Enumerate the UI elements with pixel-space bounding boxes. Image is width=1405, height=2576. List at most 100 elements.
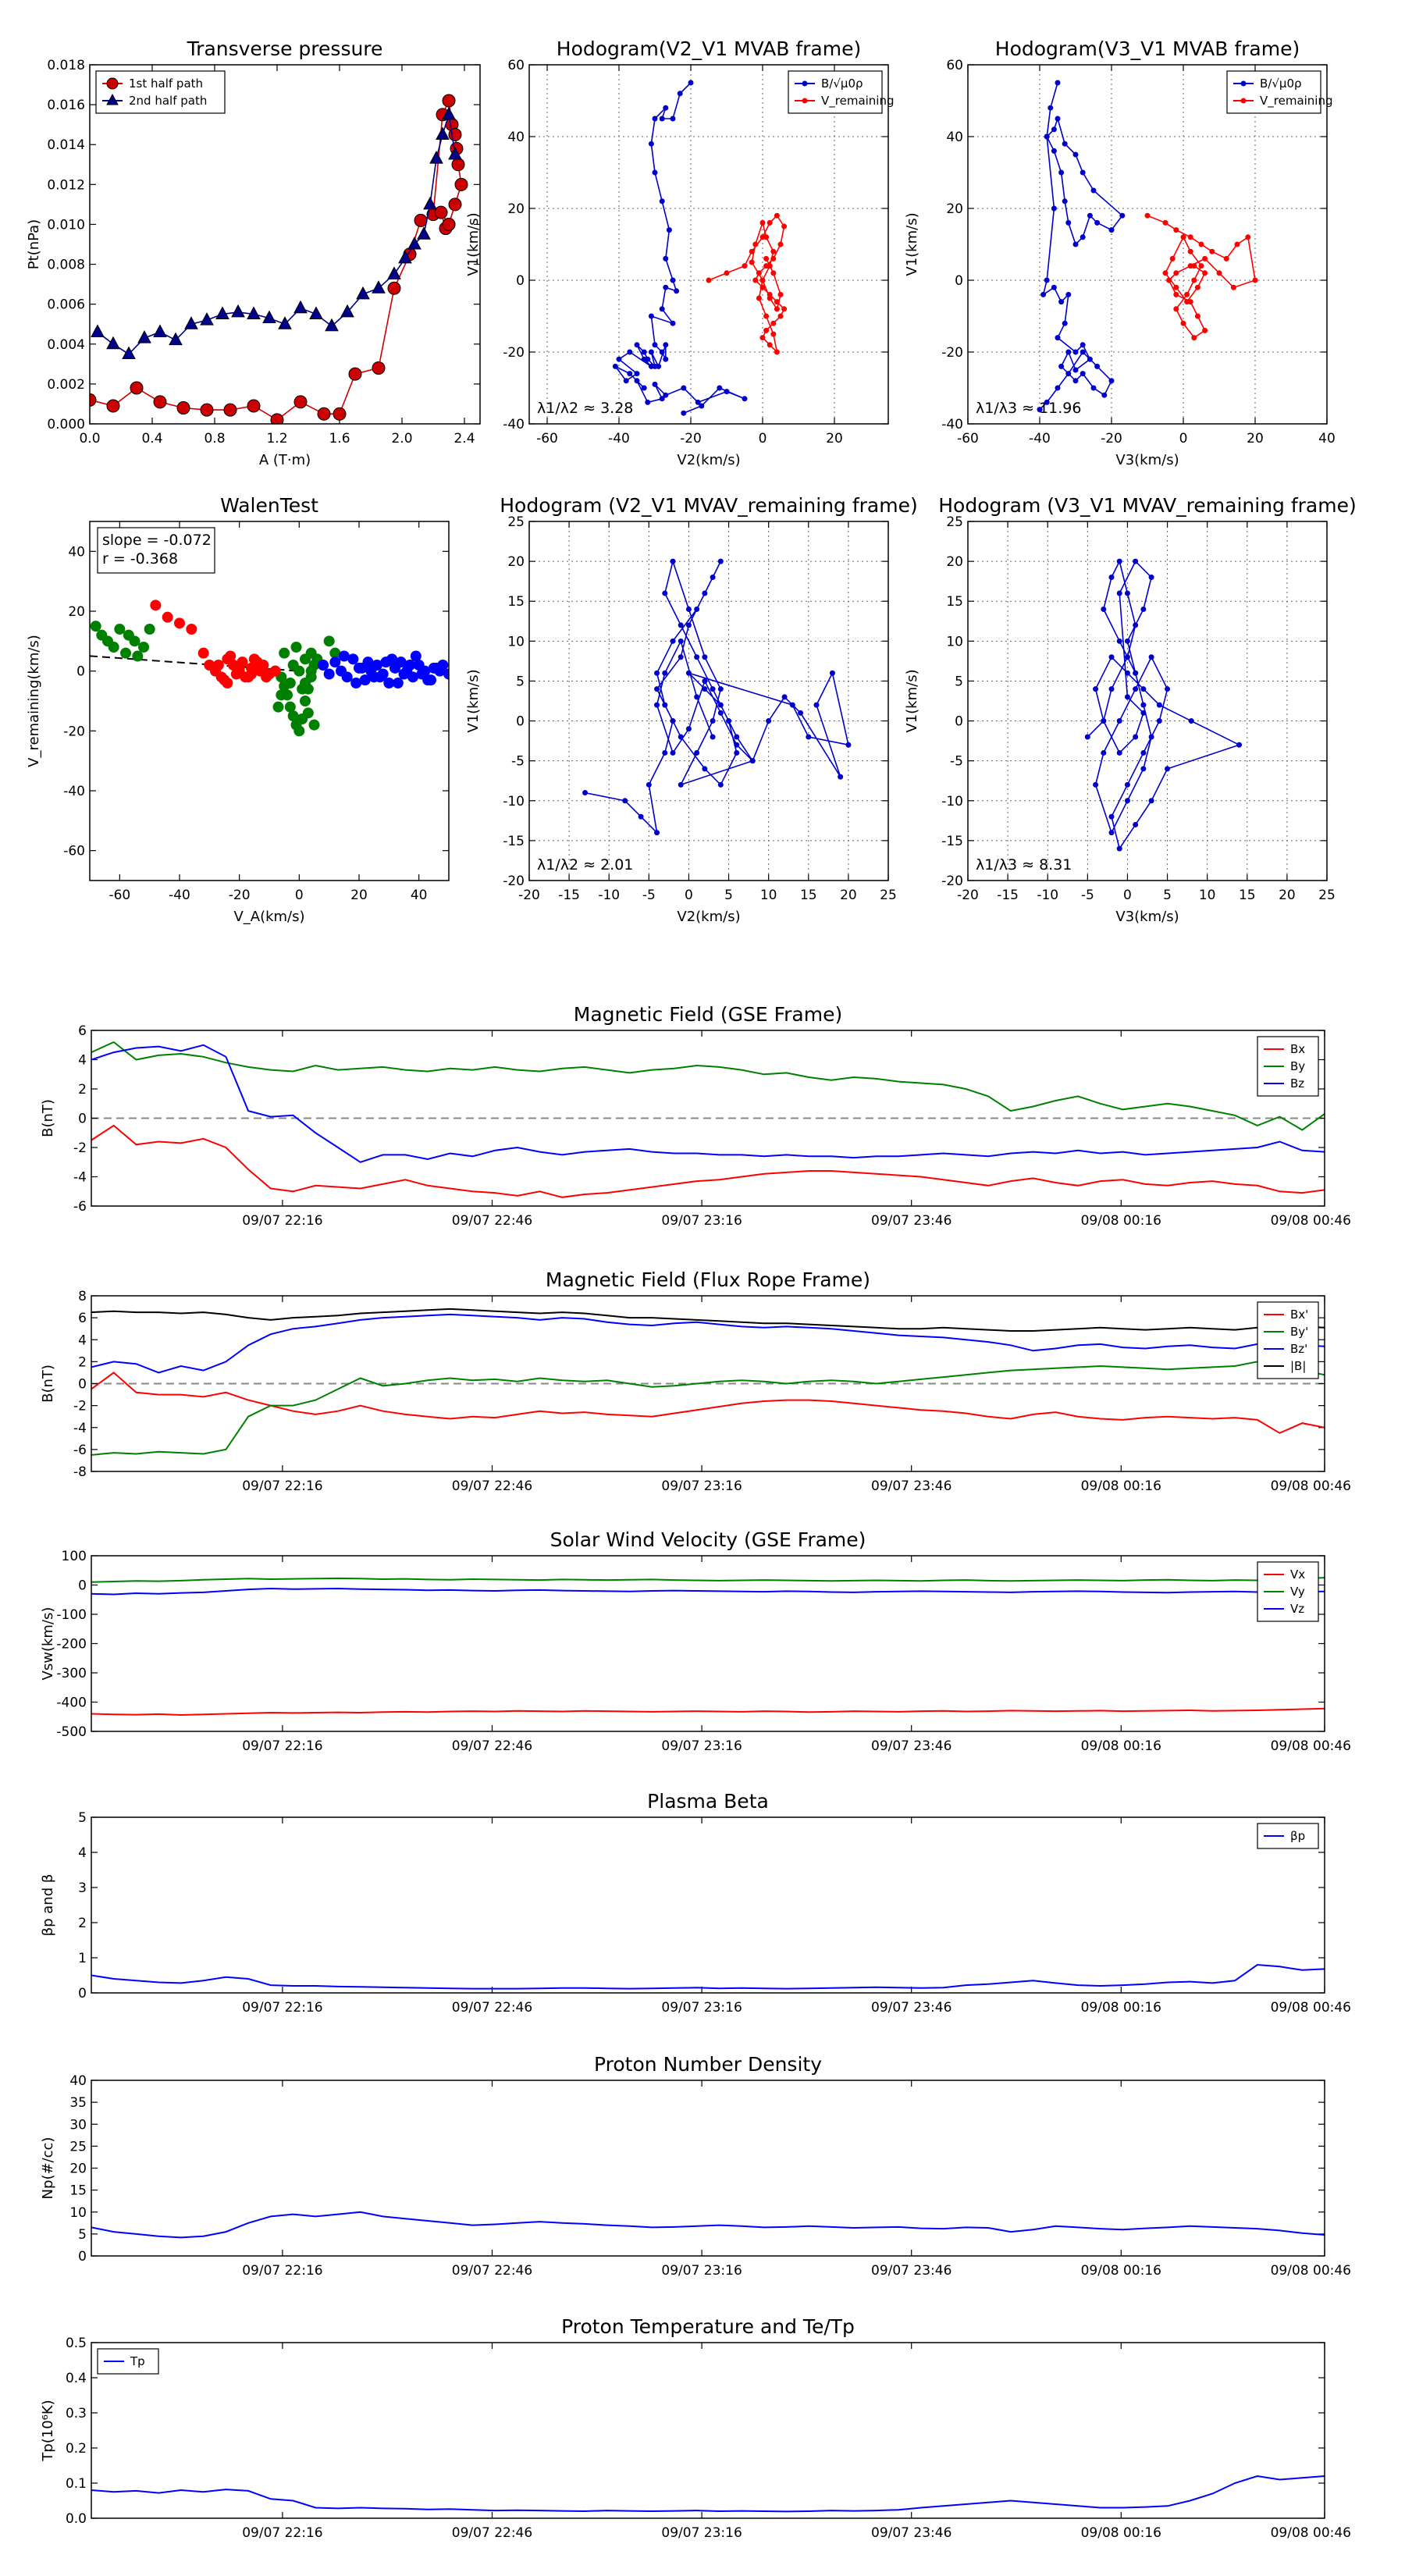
- y-tick-label: -10: [941, 794, 963, 809]
- x-tick-label: 09/08 00:16: [1081, 1213, 1161, 1229]
- data-point: [702, 766, 708, 772]
- data-point: [225, 650, 237, 662]
- data-point: [368, 671, 380, 683]
- data-point: [293, 395, 308, 409]
- series-line: [91, 1308, 1325, 1332]
- y-tick-label: 3: [78, 1880, 87, 1896]
- data-point: [777, 241, 784, 247]
- x-tick-label: -5: [1081, 888, 1094, 903]
- plot-frame: [91, 1555, 1325, 1732]
- x-tick-label: 09/07 23:46: [871, 2525, 951, 2541]
- data-point: [1124, 638, 1130, 644]
- y-tick-label: 4: [78, 1845, 87, 1861]
- y-tick-label: -200: [56, 1637, 87, 1653]
- x-tick-label: 20: [826, 431, 843, 447]
- y-tick-label: -4: [73, 1170, 87, 1186]
- data-point: [681, 385, 687, 391]
- data-point: [90, 621, 101, 632]
- data-point: [1133, 622, 1139, 628]
- legend: B/√μ0ρ V_remaining: [788, 70, 895, 114]
- y-tick-label: 0: [78, 1986, 87, 2001]
- data-point: [781, 694, 788, 700]
- y-tick-label: -20: [63, 724, 85, 739]
- data-point: [261, 671, 272, 683]
- data-point: [1048, 105, 1054, 111]
- x-axis-label: V_A(km/s): [233, 909, 304, 925]
- plot-area: [612, 80, 788, 416]
- data-point: [247, 399, 261, 413]
- data-point: [348, 367, 362, 381]
- data-point: [1133, 734, 1139, 740]
- plot-frame: [528, 521, 889, 881]
- data-point: [454, 177, 468, 191]
- data-point: [1094, 219, 1101, 226]
- data-point: [706, 277, 712, 283]
- x-tick-label: -40: [608, 431, 630, 447]
- data-point: [641, 349, 647, 355]
- data-point: [1234, 241, 1240, 247]
- data-point: [1124, 670, 1130, 676]
- data-point: [1124, 590, 1130, 596]
- x-tick-label: -20: [518, 888, 540, 903]
- data-point: [770, 320, 777, 326]
- series-Bz: [91, 1044, 1325, 1163]
- data-point: [1173, 306, 1179, 312]
- data-point: [678, 781, 684, 788]
- x-tick-label: -5: [642, 888, 656, 903]
- grid-lines: [967, 521, 1328, 881]
- legend-label: Vy: [1290, 1585, 1305, 1599]
- y-tick-label: -15: [503, 834, 525, 849]
- legend-label: Bz': [1290, 1342, 1307, 1356]
- y-tick-label: 5: [516, 674, 525, 689]
- data-point: [659, 198, 665, 205]
- data-point: [278, 316, 292, 329]
- legend-marker: [802, 98, 808, 104]
- data-point: [763, 234, 770, 240]
- data-point: [1055, 385, 1061, 391]
- plot-frame: [528, 64, 889, 425]
- chart-title: Magnetic Field (GSE Frame): [574, 1003, 842, 1026]
- y-tick-label: 20: [507, 554, 525, 570]
- data-point: [222, 678, 233, 688]
- x-tick-label: 09/08 00:46: [1271, 1478, 1351, 1494]
- ratio-annotation: λ1/λ2 ≈ 2.01: [537, 856, 633, 873]
- data-point: [1087, 356, 1093, 362]
- legend: βp: [1257, 1823, 1319, 1849]
- series-B/√μ0ρ: [1037, 80, 1126, 413]
- data-point: [774, 349, 780, 355]
- legend: Tp: [97, 2348, 159, 2375]
- data-point: [582, 790, 589, 796]
- data-point: [724, 270, 730, 276]
- data-point: [670, 116, 676, 122]
- data-point: [670, 749, 676, 756]
- data-point: [798, 710, 804, 716]
- data-point: [387, 266, 401, 279]
- data-point: [1116, 749, 1122, 756]
- chart-title: WalenTest: [220, 494, 318, 517]
- data-point: [645, 399, 651, 405]
- data-point: [1116, 718, 1122, 724]
- y-tick-label: 15: [507, 594, 525, 610]
- y-tick-label: 60: [946, 58, 963, 73]
- data-point: [417, 226, 431, 240]
- data-point: [90, 393, 97, 407]
- y-tick-label: 0: [955, 714, 963, 730]
- data-point: [1191, 277, 1197, 283]
- data-point: [1187, 248, 1193, 254]
- data-point: [323, 635, 335, 647]
- data-point: [144, 624, 155, 635]
- legend-label: B/√μ0ρ: [1260, 76, 1302, 91]
- x-tick-label: 09/07 23:46: [871, 1213, 951, 1229]
- data-point: [1187, 234, 1193, 240]
- data-point: [694, 654, 700, 660]
- data-point: [231, 304, 245, 318]
- data-point: [688, 80, 694, 86]
- x-tick-label: 15: [1239, 888, 1256, 903]
- data-point: [442, 94, 456, 108]
- data-point: [1198, 241, 1204, 247]
- data-point: [717, 781, 724, 788]
- y-tick-label: -6: [73, 1443, 87, 1458]
- data-point: [333, 407, 347, 421]
- data-point: [702, 590, 708, 596]
- data-point: [717, 686, 724, 692]
